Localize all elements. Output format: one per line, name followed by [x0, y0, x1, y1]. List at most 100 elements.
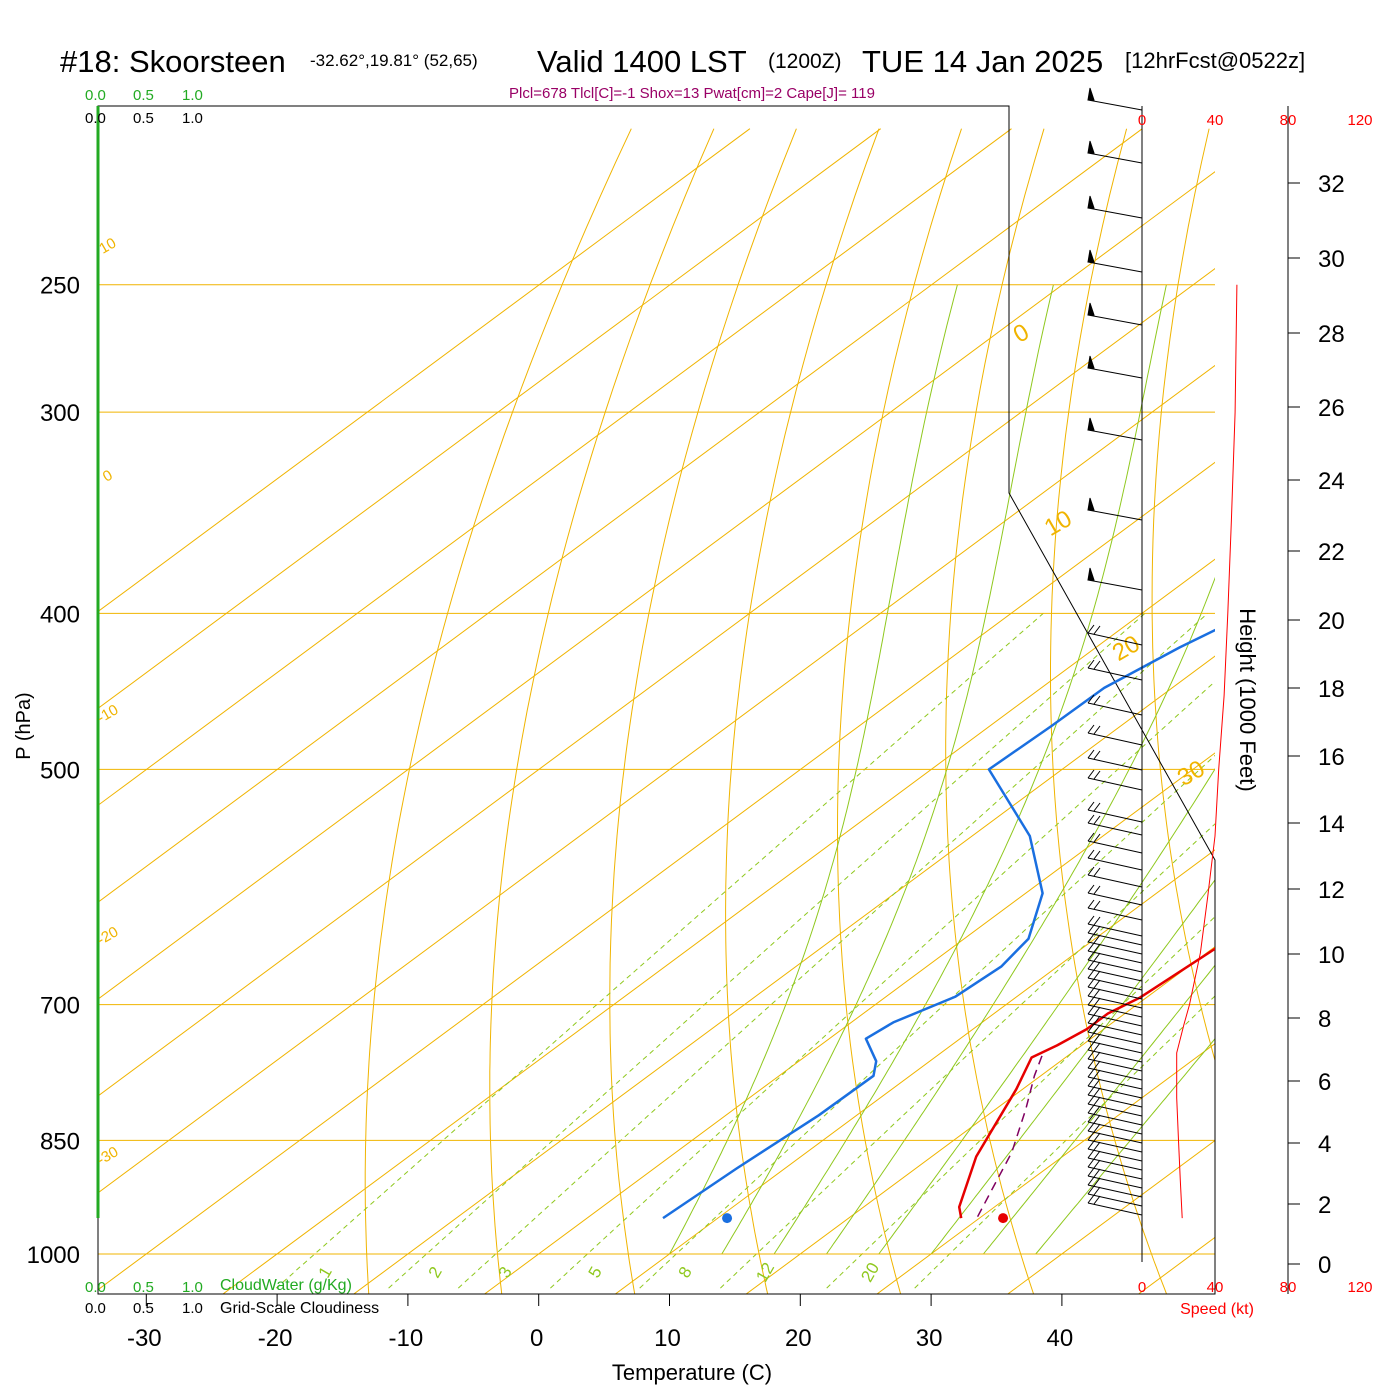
wind-barb: [1087, 822, 1143, 836]
wind-barb-feather: [1087, 624, 1095, 634]
wind-barb-feather: [1093, 952, 1101, 962]
pressure-tick-label: 250: [40, 273, 80, 300]
wind-barb: [1087, 1004, 1143, 1018]
wind-barb-feather: [1093, 1114, 1101, 1124]
wind-barb-feather: [1087, 996, 1095, 1006]
wind-barb-feather: [1093, 1087, 1101, 1097]
wind-barb: [1087, 995, 1143, 1009]
dry-adiabat: [945, 128, 1045, 1294]
wind-barb-feather: [1087, 1068, 1095, 1078]
wind-barb-feather: [1093, 1132, 1101, 1142]
wind-barb: [1087, 152, 1143, 164]
wind-barb-feather: [1087, 724, 1095, 734]
dry-adiabat: [364, 128, 632, 1294]
wind-barb-feather: [1087, 1185, 1095, 1195]
isotherm: [614, 849, 1215, 1294]
height-tick-label: 28: [1318, 321, 1345, 348]
wind-barb: [1087, 1085, 1143, 1099]
surface-temperature-dot: [998, 1213, 1009, 1224]
wind-barb: [1087, 1130, 1143, 1144]
moist-adiabat: [930, 879, 1215, 1255]
wind-barb: [1087, 732, 1143, 746]
wind-barb-feather: [1087, 969, 1095, 979]
title-forecast: [12hrFcst@0522z]: [1125, 48, 1305, 73]
wind-barb-feather: [1093, 970, 1101, 980]
wind-barb-feather: [1093, 1123, 1101, 1133]
wind-barb-feather: [1093, 988, 1101, 998]
height-tick-label: 14: [1318, 811, 1345, 838]
wind-barb: [1087, 579, 1143, 591]
wind-barb-feather: [1087, 814, 1095, 824]
height-tick-label: 20: [1318, 608, 1345, 635]
cloud-water-label: CloudWater (g/Kg): [220, 1277, 352, 1294]
height-tick-label: 32: [1318, 171, 1345, 198]
wind-barb-feather: [1087, 899, 1095, 909]
cloud-top-green-1: 0.5: [133, 87, 154, 104]
speed-bottom-2: 80: [1280, 1279, 1297, 1296]
x-axis-title: Temperature (C): [612, 1360, 772, 1385]
wind-barb-feather: [1087, 1113, 1095, 1123]
wind-barb-feather: [1087, 1041, 1095, 1051]
wind-barb-feather: [1093, 1033, 1101, 1043]
wind-barb-feather: [1087, 1077, 1095, 1087]
wind-barb-feather: [1087, 694, 1095, 704]
wind-barb-feather: [1087, 924, 1095, 934]
wind-barb-feather: [1093, 660, 1101, 670]
pressure-tick-label: 850: [40, 1128, 80, 1155]
isotherm: [352, 655, 1215, 1294]
wind-barb: [1087, 1112, 1143, 1126]
isotherm: [483, 752, 1215, 1294]
cloud-bottom-black-1: 0.5: [133, 1300, 154, 1317]
x-tick-label: 10: [654, 1325, 681, 1352]
mixing-ratio-line: [826, 916, 1215, 1289]
wind-barb-flag: [1087, 355, 1095, 369]
cloud-top-green-0: 0.0: [85, 87, 106, 104]
wind-barb-flag: [1087, 249, 1095, 263]
y-axis-title: P (hPa): [13, 692, 35, 759]
title-station: #18: Skoorsteen: [60, 44, 286, 79]
isotherm: [745, 946, 1215, 1294]
wind-barb: [1087, 1058, 1143, 1072]
wind-barb-feather: [1093, 997, 1101, 1007]
mixing-ratio-label: 20: [857, 1259, 883, 1285]
x-tick-label: 30: [916, 1325, 943, 1352]
pressure-tick-label: 300: [40, 400, 80, 427]
mixing-ratio-label: 8: [675, 1263, 696, 1281]
wind-barb: [1087, 977, 1143, 991]
cloud-scale: 0.0 0.5 1.0 0.0 0.5 1.0 0.0 0.5 1.0 Clou…: [85, 87, 379, 1317]
speed-bottom-1: 40: [1207, 1279, 1224, 1296]
wind-barb-feather: [1087, 849, 1095, 859]
dry-adiabat-label: 0: [100, 467, 116, 486]
moist-adiabat: [773, 284, 1167, 1255]
mixing-ratio-line: [720, 823, 1215, 1289]
wind-barb: [1087, 892, 1143, 906]
wind-barb: [1087, 874, 1143, 888]
indices-text: Plcl=678 Tlcl[C]=-1 Shox=13 Pwat[cm]=2 C…: [509, 85, 875, 102]
wind-barb-feather: [1093, 815, 1101, 825]
isotherm: [222, 558, 1215, 1294]
wind-barb-flag: [1087, 195, 1095, 209]
wind-barb: [1087, 1166, 1143, 1180]
speed-axis: 0 40 80 120 0 40 80 120 Speed (kt): [1138, 112, 1373, 1318]
wind-barb-feather: [1093, 1015, 1101, 1025]
wind-barb-feather: [1093, 1096, 1101, 1106]
mixing-ratio-label: 2: [425, 1263, 446, 1281]
wind-barb: [1087, 1067, 1143, 1081]
wind-barb: [1087, 1184, 1143, 1198]
wind-barb-feather: [1087, 1032, 1095, 1042]
wind-barb: [1087, 757, 1143, 771]
dry-adiabat-label: 10: [1040, 505, 1077, 542]
wind-barb-feather: [1093, 1069, 1101, 1079]
wind-barb: [1087, 207, 1143, 219]
moist-adiabat: [826, 576, 1215, 1255]
wind-barb: [1087, 777, 1143, 791]
wind-barb-feather: [1087, 1023, 1095, 1033]
cloud-top-black-0: 0.0: [85, 110, 106, 127]
wind-barb: [1087, 840, 1143, 854]
cloud-top-black-1: 0.5: [133, 110, 154, 127]
speed-top-2: 80: [1280, 112, 1297, 129]
dry-adiabat: [1050, 128, 1168, 1294]
moist-adiabat: [669, 284, 958, 1255]
wind-barb-feather: [1093, 925, 1101, 935]
